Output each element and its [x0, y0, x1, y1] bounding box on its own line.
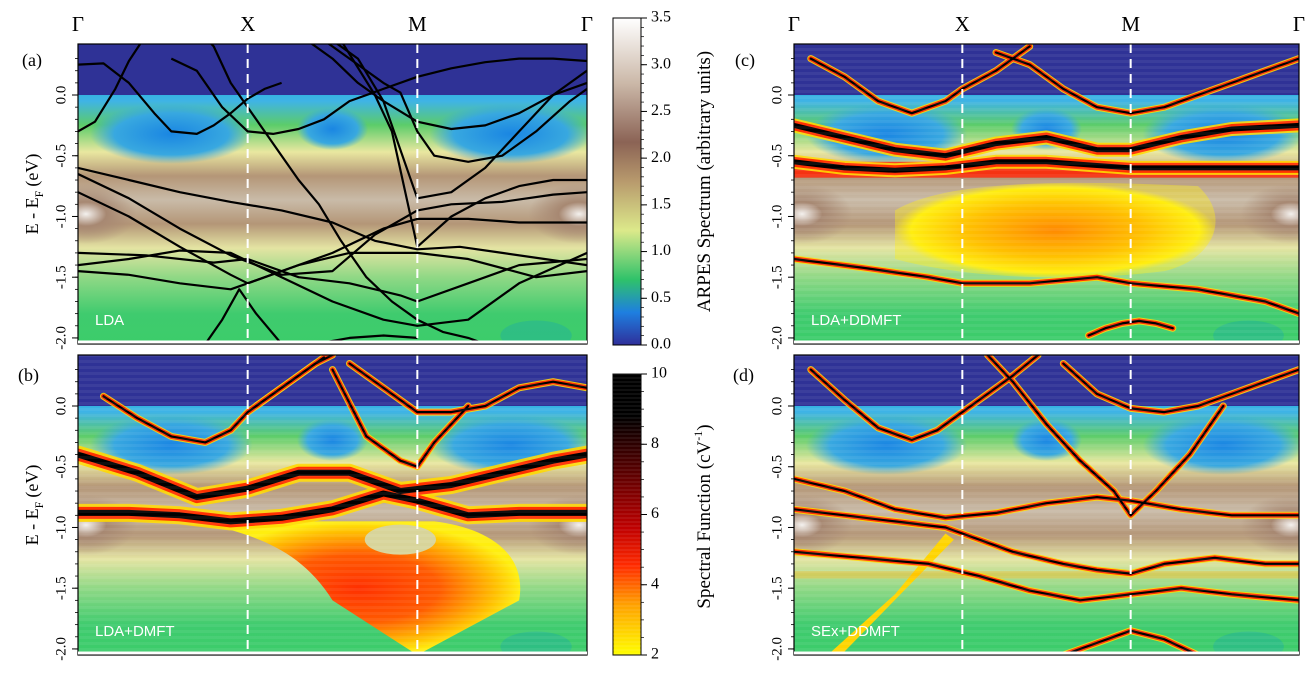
y-axis-label-unit: (eV)	[22, 465, 43, 498]
panel-a: 0.0 -0.5 -1.0 -1.5 -2.0 Γ X M Γ (a) LDA E - EF (eV)	[22, 12, 593, 350]
panel-frame	[77, 43, 588, 345]
y-axis-label-main: E - E	[22, 197, 42, 234]
lda-band	[335, 44, 587, 200]
lda-band	[310, 44, 587, 131]
panel-tag: (c)	[735, 50, 755, 71]
method-label: LDA+DMFT	[95, 623, 175, 640]
panel-d: 0.0 -0.5 -1.0 -1.5 -2.0 (d) SEx+DDMFT	[733, 354, 1300, 661]
y-tick-label: -2.0	[53, 326, 69, 350]
panel-c: 0.0 -0.5 -1.0 -1.5 -2.0 Γ X M Γ (c) LDA+DDMFT	[735, 12, 1305, 350]
blue-pocket	[89, 103, 253, 164]
y-tick-label: 0.0	[769, 86, 785, 105]
y-tick-label: -1.5	[769, 576, 785, 600]
intensity-spot	[500, 320, 572, 344]
method-label: LDA+DDMFT	[811, 312, 901, 329]
lda-band	[327, 44, 587, 163]
panel-frame	[793, 43, 1300, 345]
colorbar-tick-label: 0.5	[651, 289, 671, 306]
y-tick-label: -0.5	[769, 144, 785, 168]
colorbar-tick-label: 10	[651, 365, 667, 382]
y-tick-label: -1.5	[53, 265, 69, 289]
colorbar-tick-label: 2	[651, 646, 659, 663]
k-point-label: M	[408, 12, 427, 36]
lda-band	[78, 44, 486, 344]
lda-band	[78, 251, 587, 291]
colorbar-gradient	[612, 373, 642, 656]
colorbar-label-main: Spectral Function (cV	[694, 440, 715, 608]
y-axis-label: E - EF (eV)	[22, 154, 46, 235]
colorbar-arpes: 3.5 3.0 2.5 2.0 1.5 1.0 0.5 0.0 ARPES Spectrum (…	[612, 9, 715, 353]
panel-tag: (a)	[22, 50, 42, 71]
method-label: SEx+DDMFT	[811, 623, 900, 640]
lda-band	[78, 249, 587, 327]
y-tick-label: -1.5	[769, 265, 785, 289]
lda-band	[78, 251, 587, 303]
y-tick-label: 0.0	[53, 397, 69, 416]
colorbar-tick-label: 1.5	[651, 196, 671, 213]
pixel-texture	[78, 355, 587, 655]
colorbar-spectral: 10 8 6 4 2 Spectral Function (cV-1)	[612, 365, 715, 663]
y-tick-label: 0.0	[53, 86, 69, 105]
y-tick-label: -0.5	[53, 455, 69, 479]
k-point-label: X	[955, 12, 970, 36]
k-point-label: X	[240, 12, 255, 36]
y-axis-label: E - EF (eV)	[22, 465, 46, 546]
k-point-label: Γ	[581, 12, 593, 36]
method-label: LDA	[95, 312, 124, 329]
y-tick-label: -1.0	[769, 205, 785, 229]
blue-pocket	[296, 108, 369, 151]
pixel-texture	[794, 44, 1299, 344]
colorbar-tick-label: 2.5	[651, 102, 671, 119]
colorbar-tick-label: 1.0	[651, 242, 671, 259]
colorbar-tick-label: 3.5	[651, 9, 671, 26]
k-point-label: M	[1121, 12, 1140, 36]
y-tick-label: -0.5	[53, 144, 69, 168]
colorbar-tick-label: 8	[651, 435, 659, 452]
pixel-texture	[794, 355, 1299, 655]
colorbar-tick-label: 3.0	[651, 55, 671, 72]
k-point-label: Γ	[72, 12, 84, 36]
y-axis-label-sub: F	[32, 501, 46, 508]
y-axis-label-unit: (eV)	[22, 154, 43, 187]
colorbar-label: Spectral Function (cV-1)	[691, 424, 715, 608]
colorbar-tick-label: 4	[651, 575, 659, 592]
unoccupied-region	[78, 44, 587, 96]
y-tick-label: -2.0	[769, 637, 785, 661]
colorbar-tick-label: 0.0	[651, 336, 671, 353]
y-tick-label: -1.0	[769, 516, 785, 540]
colorbar-label: ARPES Spectrum (arbitrary units)	[694, 51, 715, 312]
colorbar-label-end: )	[694, 424, 715, 430]
y-tick-label: -1.0	[53, 205, 69, 229]
y-tick-label: -1.5	[53, 576, 69, 600]
y-tick-label: -0.5	[769, 455, 785, 479]
y-tick-label: -1.0	[53, 516, 69, 540]
y-axis-label-main: E - E	[22, 508, 42, 545]
panel-tag: (d)	[733, 365, 754, 386]
lda-band	[78, 62, 282, 135]
lda-band	[78, 166, 587, 267]
y-tick-label: -2.0	[53, 637, 69, 661]
y-tick-label: 0.0	[769, 397, 785, 416]
y-tick-label: -2.0	[769, 326, 785, 350]
blue-pocket	[429, 103, 587, 164]
panel-tag: (b)	[18, 365, 39, 386]
k-point-label: Γ	[1293, 12, 1305, 36]
colorbar-label-sup: -1	[691, 431, 705, 441]
lda-band	[341, 44, 587, 248]
panel-b: 0.0 -0.5 -1.0 -1.5 -2.0 (b) LDA+DMFT E - EF (eV)	[18, 354, 588, 661]
intensity-spot	[528, 184, 587, 245]
k-point-label: Γ	[788, 12, 800, 36]
colorbar-gradient	[612, 17, 642, 346]
lda-band	[170, 57, 587, 135]
y-axis-label-sub: F	[32, 190, 46, 197]
colorbar-tick-label: 6	[651, 505, 659, 522]
panel-frame	[77, 354, 588, 656]
colorbar-tick-label: 2.0	[651, 149, 671, 166]
panel-frame	[793, 354, 1300, 656]
lda-band	[204, 288, 283, 344]
